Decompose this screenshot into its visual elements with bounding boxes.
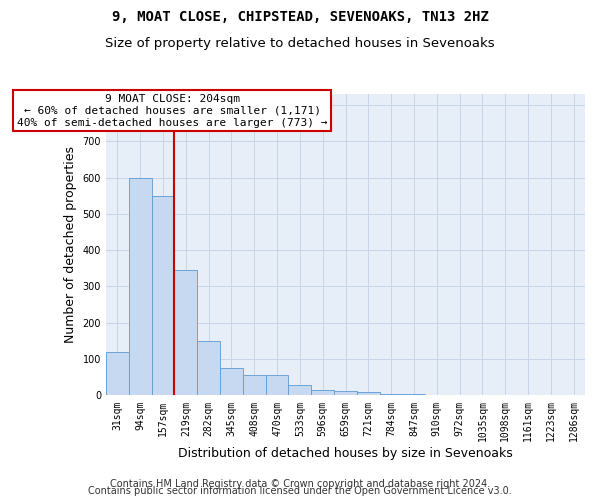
Bar (220, 368, 243, 396)
X-axis label: Distribution of detached houses by size in Sevenoaks: Distribution of detached houses by size … (178, 447, 513, 460)
Text: Size of property relative to detached houses in Sevenoaks: Size of property relative to detached ho… (105, 38, 495, 51)
Bar (243, 376, 266, 396)
Bar (334, 391, 357, 396)
Bar (175, 270, 197, 396)
Bar (311, 390, 334, 396)
Bar (129, 178, 152, 396)
Bar (197, 341, 220, 396)
Bar (380, 394, 403, 396)
Bar (266, 376, 289, 396)
Bar (403, 394, 425, 396)
Bar (357, 392, 380, 396)
Bar (106, 352, 129, 396)
Text: 9 MOAT CLOSE: 204sqm
← 60% of detached houses are smaller (1,171)
40% of semi-de: 9 MOAT CLOSE: 204sqm ← 60% of detached h… (17, 94, 328, 128)
Text: Contains public sector information licensed under the Open Government Licence v3: Contains public sector information licen… (88, 486, 512, 496)
Bar (152, 196, 175, 396)
Text: 9, MOAT CLOSE, CHIPSTEAD, SEVENOAKS, TN13 2HZ: 9, MOAT CLOSE, CHIPSTEAD, SEVENOAKS, TN1… (112, 10, 488, 24)
Bar (289, 384, 311, 396)
Y-axis label: Number of detached properties: Number of detached properties (64, 146, 77, 343)
Text: Contains HM Land Registry data © Crown copyright and database right 2024.: Contains HM Land Registry data © Crown c… (110, 479, 490, 489)
